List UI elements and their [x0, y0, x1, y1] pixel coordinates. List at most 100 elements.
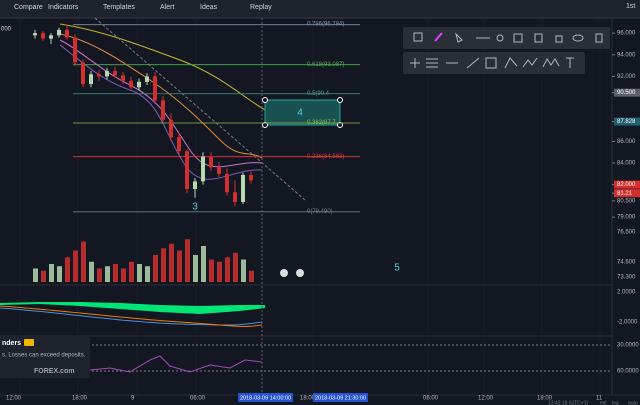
- volume-bar: [145, 266, 150, 282]
- volume-bar: [217, 261, 222, 282]
- candle-body: [41, 33, 45, 39]
- macd-line: [0, 307, 263, 326]
- toolbar-item[interactable]: Alert: [160, 4, 174, 11]
- candle-body: [73, 37, 77, 63]
- volume-bar: [225, 257, 230, 282]
- icon[interactable]: [496, 34, 504, 42]
- time-label: 12:00: [478, 396, 494, 402]
- icon[interactable]: [434, 32, 443, 42]
- candle-body: [161, 100, 165, 120]
- annotation[interactable]: 3: [192, 202, 198, 213]
- annotation[interactable]: 4: [297, 108, 303, 119]
- candle-body: [129, 80, 133, 88]
- price-label: 92.000: [617, 74, 636, 80]
- handle[interactable]: [262, 97, 268, 103]
- icon[interactable]: [426, 58, 438, 68]
- icon[interactable]: [466, 57, 480, 69]
- candle-body: [81, 62, 85, 85]
- toolbar-item[interactable]: Ideas: [200, 4, 218, 11]
- handle[interactable]: [262, 122, 268, 128]
- icon[interactable]: [534, 33, 543, 43]
- volume-bar: [49, 264, 54, 282]
- volume-bar: [73, 250, 78, 282]
- icon[interactable]: [572, 34, 584, 42]
- price-tag: [614, 117, 640, 126]
- icon[interactable]: [555, 35, 563, 43]
- rsi-pane: [0, 344, 612, 373]
- icon[interactable]: [504, 57, 518, 69]
- candle-body: [49, 35, 53, 39]
- price-tag: [614, 88, 640, 97]
- volume-bar: [161, 248, 166, 282]
- price-label: 81.21: [617, 191, 633, 197]
- icon[interactable]: [513, 33, 523, 43]
- fib-label: 0.786(96.784): [307, 22, 344, 28]
- grid: [19, 18, 601, 395]
- icon[interactable]: [455, 32, 463, 43]
- price-tag: [614, 189, 640, 198]
- volume-bar: [209, 259, 214, 282]
- candle-body: [241, 174, 245, 202]
- popup-brand: FOREX.com: [34, 368, 74, 375]
- popup-badge: [24, 339, 34, 346]
- volume-bar: [65, 257, 70, 282]
- fib-label: 0.236(84.583): [307, 154, 344, 160]
- price-label: 73.300: [617, 275, 636, 281]
- volume-bar: [193, 255, 198, 282]
- time-label: 9: [131, 396, 135, 402]
- toolbar-item[interactable]: Compare: [14, 4, 43, 11]
- rsi-line: [89, 355, 263, 373]
- ma-slow: [59, 23, 266, 111]
- status-item[interactable]: ext: [600, 400, 607, 405]
- interval[interactable]: 1st: [626, 3, 635, 10]
- popup-title: nders: [2, 340, 21, 347]
- volume-bar: [241, 259, 246, 282]
- icon[interactable]: [542, 58, 560, 68]
- icon[interactable]: [522, 57, 538, 68]
- event-icon[interactable]: [296, 269, 304, 277]
- fib-label: 0.5(90.4: [307, 91, 330, 97]
- volume-bar: [89, 261, 94, 282]
- candle-body: [145, 76, 149, 82]
- candle-body: [105, 71, 109, 77]
- cursor-tag: [238, 393, 293, 402]
- volume-bar: [233, 252, 238, 282]
- handle[interactable]: [337, 97, 343, 103]
- time-label: 06:00: [423, 396, 439, 402]
- status-item[interactable]: log: [612, 400, 619, 405]
- candle-body: [137, 81, 141, 88]
- toolbar-item[interactable]: Indicators: [48, 4, 79, 11]
- ma-mid: [59, 33, 263, 159]
- time-label: 06:00: [190, 396, 206, 402]
- volume-bar: [41, 270, 46, 282]
- indicator-label: 2.0000: [617, 290, 636, 296]
- drawing-toolbar-bg: [403, 52, 585, 74]
- volume-bar: [105, 266, 110, 282]
- icon[interactable]: [413, 32, 423, 42]
- toolbar-item[interactable]: Templates: [103, 4, 135, 11]
- price-label: 82.000: [617, 182, 636, 188]
- price-label: 74.600: [617, 260, 636, 266]
- icon[interactable]: [485, 57, 497, 69]
- popup: nders s. Losses can exceed deposits. FOR…: [0, 335, 90, 378]
- icon[interactable]: [595, 33, 603, 43]
- status-item[interactable]: auto: [628, 400, 638, 405]
- candle-body: [169, 119, 173, 138]
- handle[interactable]: [337, 122, 343, 128]
- icon[interactable]: [566, 57, 574, 68]
- volume-bar: [153, 255, 158, 282]
- trend-line: [94, 17, 306, 201]
- time-label: 11: [596, 396, 603, 402]
- candle-body: [113, 71, 117, 76]
- left-label: 000: [1, 27, 12, 33]
- indicator-label: 60.0000: [617, 369, 639, 375]
- event-icon[interactable]: [280, 269, 288, 277]
- volume-bar: [249, 270, 254, 282]
- volume-bar: [113, 264, 118, 282]
- cursor-label: 2018-03-09 14:00:00: [240, 395, 291, 401]
- icon[interactable]: [410, 58, 420, 68]
- rectangle-drawing[interactable]: [264, 99, 341, 126]
- annotation[interactable]: 5: [394, 263, 400, 274]
- toolbar-item[interactable]: Replay: [250, 4, 272, 11]
